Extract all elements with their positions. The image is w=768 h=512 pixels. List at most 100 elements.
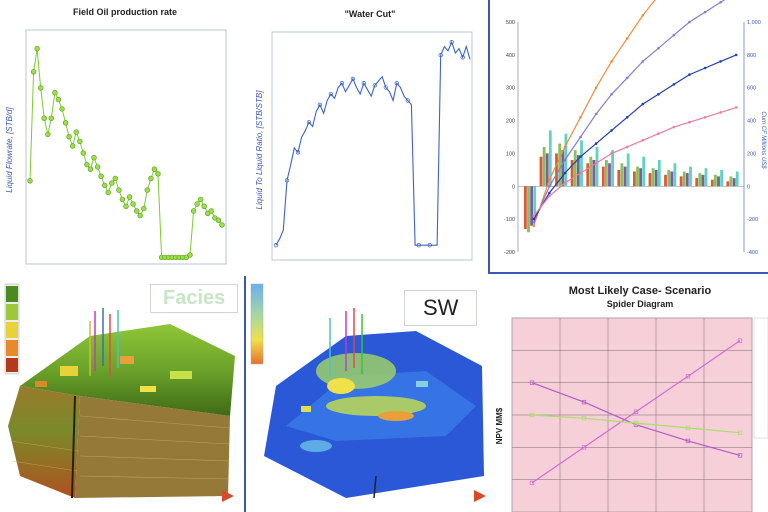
oil-rate-chart: Field Oil production rate Liquid Flowrat…: [5, 7, 227, 265]
cashflow-right-tick: 400: [747, 119, 756, 125]
cashflow-right-tick: 200: [747, 151, 756, 157]
cashflow-cum-point: [625, 116, 629, 119]
cashflow-cum-point: [610, 129, 613, 132]
water-cut-line: [275, 40, 471, 246]
cashflow-cum-point: [610, 93, 613, 96]
cashflow-cum-point: [688, 20, 691, 24]
cashflow-cum-line: [533, 0, 656, 226]
oil-rate-point: [48, 115, 54, 121]
oil-rate-point: [198, 196, 204, 203]
cashflow-cum-point: [734, 53, 738, 57]
water-cut-point: [317, 102, 323, 107]
cashflow-cum-point: [703, 10, 707, 14]
oil-rate-point: [59, 106, 65, 112]
cashflow-bar: [533, 186, 537, 220]
water-cut-point: [460, 55, 465, 60]
water-cut-point: [372, 83, 377, 88]
cashflow-cum-point: [641, 102, 645, 106]
water-cut-point: [306, 119, 312, 125]
cashflow-bar: [530, 186, 533, 226]
cashflow-bar: [689, 166, 692, 187]
oil-rate-point: [55, 96, 62, 103]
facies-legend-swatch: [6, 304, 18, 320]
cashflow-cum-point: [719, 60, 722, 63]
cashflow-bar: [608, 163, 611, 187]
facies-wells: [71, 308, 119, 499]
cashflow-cum-point: [579, 171, 582, 175]
spider-series-point: [529, 380, 535, 385]
cashflow-cum-line: [533, 106, 737, 217]
cashflow-cum-point: [532, 224, 536, 227]
cashflow-bar: [714, 174, 717, 187]
spider-series-point: [633, 409, 639, 414]
cashflow-left-tick: 500: [506, 20, 515, 26]
sw-legend: [250, 283, 264, 365]
oil-rate-point: [69, 143, 76, 149]
oil-rate-line: [29, 48, 223, 258]
oil-rate-title: Field Oil production rate: [73, 7, 177, 17]
cashflow-cum-point: [703, 116, 707, 119]
cashflow-bar: [611, 150, 614, 187]
oil-rate-point: [190, 208, 197, 214]
cashflow-cum-point: [610, 60, 613, 63]
water-cut-panel: "Water Cut" Liquid To Liquid Ratio, [STB…: [250, 0, 486, 268]
cashflow-bar: [651, 168, 655, 187]
cashflow-bar: [648, 173, 652, 187]
cashflow-cum-point: [548, 185, 551, 188]
cashflow-bar: [586, 163, 590, 187]
oil-rate-point: [126, 194, 133, 200]
oil-rate-point: [116, 187, 122, 193]
cashflow-cum-point: [563, 145, 567, 149]
oil-rate-point: [201, 203, 207, 210]
cashflow-bar: [682, 171, 686, 187]
cashflow-cum-point: [563, 171, 567, 175]
water-cut-point: [383, 85, 388, 90]
oil-rate-point: [45, 131, 51, 138]
cashflow-bar: [673, 163, 677, 187]
water-cut-title: "Water Cut": [345, 9, 396, 19]
facies-front-face: [75, 396, 230, 498]
cashflow-cum-point: [657, 93, 660, 96]
cashflow-bar: [636, 166, 639, 187]
oil-rate-point: [98, 173, 104, 179]
spider-series-point: [581, 416, 587, 421]
oil-rate-point: [84, 161, 90, 168]
cashflow-bar: [570, 160, 574, 187]
cashflow-bar: [548, 130, 552, 187]
cashflow-bar: [679, 176, 683, 187]
sw-panel: SW: [244, 276, 490, 512]
oil-rate-panel: Field Oil production rate Liquid Flowrat…: [0, 0, 240, 268]
cashflow-bar: [720, 169, 723, 187]
cashflow-bar: [698, 173, 702, 187]
oil-rate-point: [134, 208, 140, 214]
cashflow-cum-point: [548, 194, 551, 198]
cashflow-cum-point: [734, 106, 738, 109]
water-cut-point: [416, 243, 421, 248]
oil-rate-point: [52, 89, 58, 96]
facies-label: Facies: [150, 284, 239, 313]
cashflow-cum-point: [657, 132, 660, 135]
oil-rate-frame: [25, 29, 227, 265]
cashflow-cum-point: [563, 158, 567, 162]
oil-rate-point: [215, 217, 222, 223]
cashflow-left-tick: -200: [504, 250, 515, 256]
spider-ylabel: NPV MM$: [495, 407, 504, 444]
cashflow-cum-point: [672, 125, 676, 129]
spider-series-point: [737, 338, 743, 343]
spider-series-point: [685, 374, 691, 379]
cashflow-cum-point: [641, 14, 645, 17]
cashflow-cum-point: [625, 37, 629, 40]
oil-rate-point: [141, 205, 147, 212]
cashflow-bar: [545, 153, 549, 187]
spider-series-point: [529, 412, 535, 418]
oil-rate-point: [119, 196, 126, 203]
oil-rate-point: [151, 166, 158, 172]
oil-rate-point: [123, 203, 129, 210]
water-cut-chart: "Water Cut" Liquid To Liquid Ratio, [STB…: [255, 9, 473, 261]
cashflow-bar: [605, 160, 608, 187]
cashflow-bar: [717, 176, 720, 187]
oil-rate-point: [30, 69, 37, 75]
facies-legend-swatch: [6, 286, 18, 302]
cashflow-bar: [558, 143, 562, 187]
spider-series-point: [685, 438, 691, 444]
